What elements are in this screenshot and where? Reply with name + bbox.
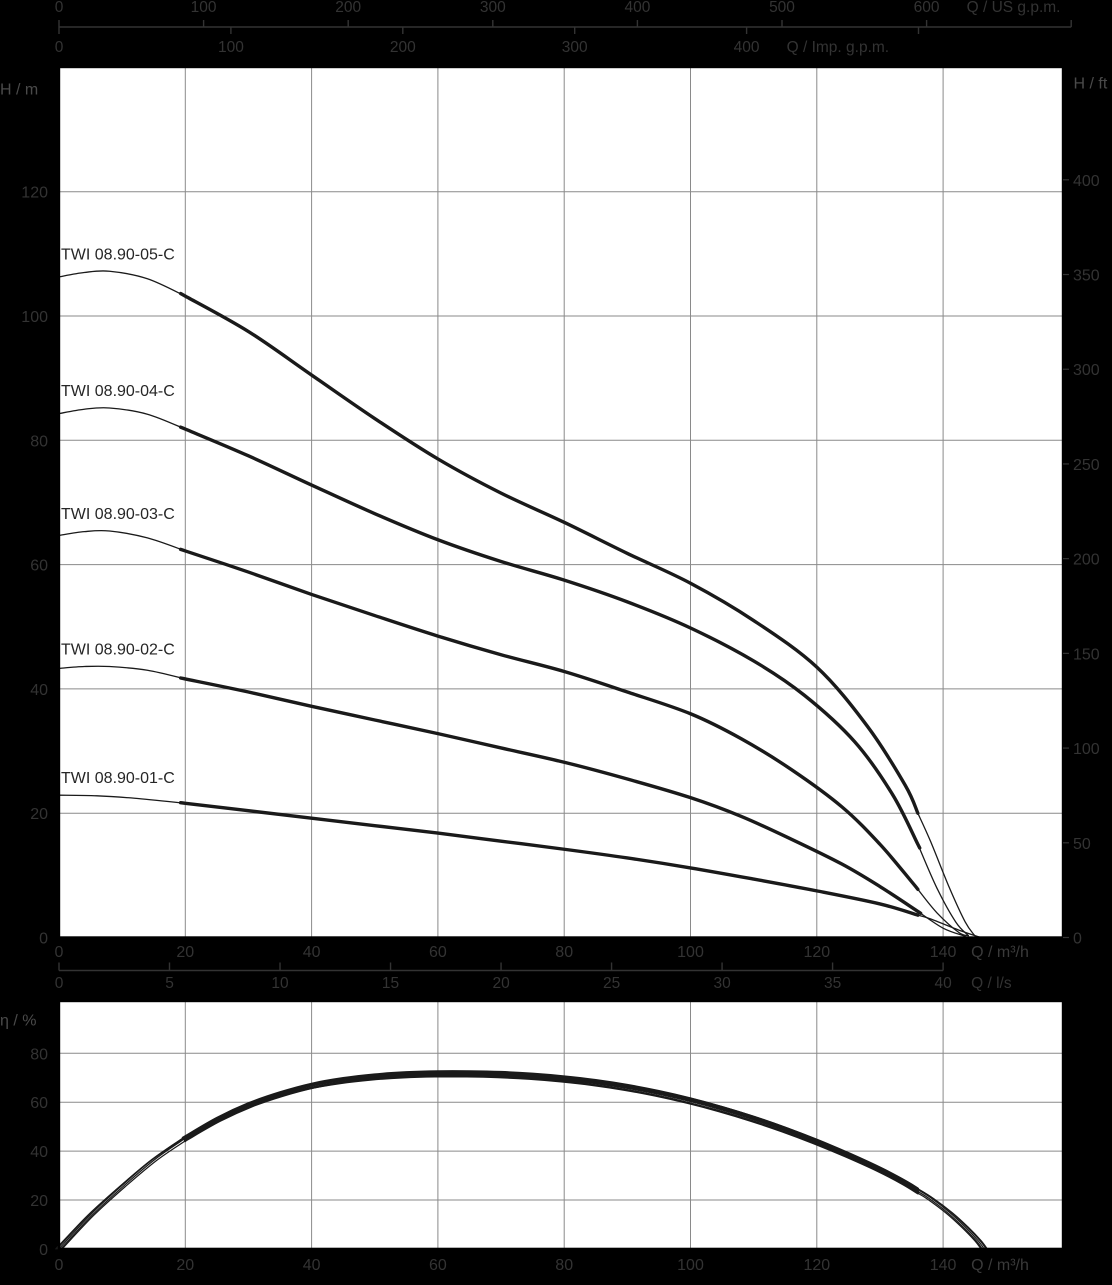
svg-text:40: 40 bbox=[934, 975, 952, 992]
svg-text:250: 250 bbox=[1073, 457, 1100, 474]
svg-text:TWI 08.90-03-C: TWI 08.90-03-C bbox=[61, 506, 175, 523]
svg-text:20: 20 bbox=[30, 806, 48, 823]
svg-text:120: 120 bbox=[803, 944, 830, 961]
svg-text:80: 80 bbox=[30, 1046, 48, 1063]
svg-text:TWI 08.90-04-C: TWI 08.90-04-C bbox=[61, 383, 175, 400]
svg-text:60: 60 bbox=[30, 1095, 48, 1112]
svg-text:120: 120 bbox=[21, 185, 48, 202]
svg-text:Q / Imp. g.p.m.: Q / Imp. g.p.m. bbox=[787, 39, 890, 56]
svg-text:100: 100 bbox=[677, 944, 704, 961]
svg-text:0: 0 bbox=[55, 944, 64, 961]
svg-text:80: 80 bbox=[555, 944, 573, 961]
svg-text:TWI 08.90-02-C: TWI 08.90-02-C bbox=[61, 642, 175, 659]
svg-text:40: 40 bbox=[30, 682, 48, 699]
svg-text:80: 80 bbox=[30, 433, 48, 450]
svg-text:0: 0 bbox=[55, 0, 64, 16]
svg-text:15: 15 bbox=[382, 975, 399, 992]
svg-text:400: 400 bbox=[1073, 173, 1100, 190]
svg-text:0: 0 bbox=[1073, 931, 1082, 948]
svg-text:Q / US g.p.m.: Q / US g.p.m. bbox=[967, 0, 1061, 16]
svg-text:H / m: H / m bbox=[0, 82, 38, 99]
svg-text:40: 40 bbox=[303, 1257, 321, 1274]
svg-text:100: 100 bbox=[191, 0, 217, 16]
svg-text:5: 5 bbox=[165, 975, 174, 992]
svg-text:20: 20 bbox=[176, 944, 194, 961]
svg-text:200: 200 bbox=[390, 39, 416, 56]
svg-text:20: 20 bbox=[492, 975, 510, 992]
svg-text:400: 400 bbox=[624, 0, 650, 16]
svg-text:30: 30 bbox=[713, 975, 731, 992]
svg-text:20: 20 bbox=[176, 1257, 194, 1274]
svg-text:η / %: η / % bbox=[0, 1013, 36, 1030]
svg-text:400: 400 bbox=[734, 39, 760, 56]
svg-text:40: 40 bbox=[30, 1144, 48, 1161]
svg-text:Q / m³/h: Q / m³/h bbox=[971, 944, 1029, 961]
svg-text:H / ft: H / ft bbox=[1074, 76, 1108, 93]
svg-text:20: 20 bbox=[30, 1193, 48, 1210]
svg-text:500: 500 bbox=[769, 0, 795, 16]
svg-text:600: 600 bbox=[914, 0, 940, 16]
svg-text:140: 140 bbox=[930, 1257, 957, 1274]
svg-text:140: 140 bbox=[930, 944, 957, 961]
svg-text:60: 60 bbox=[30, 558, 48, 575]
svg-text:120: 120 bbox=[803, 1257, 830, 1274]
svg-text:TWI 08.90-01-C: TWI 08.90-01-C bbox=[61, 770, 175, 787]
svg-text:100: 100 bbox=[218, 39, 244, 56]
svg-text:Q / m³/h: Q / m³/h bbox=[971, 1257, 1029, 1274]
svg-text:40: 40 bbox=[303, 944, 321, 961]
svg-text:300: 300 bbox=[562, 39, 588, 56]
svg-text:Q / l/s: Q / l/s bbox=[971, 975, 1012, 992]
svg-text:60: 60 bbox=[429, 944, 447, 961]
svg-text:0: 0 bbox=[39, 1242, 48, 1259]
svg-text:350: 350 bbox=[1073, 268, 1100, 285]
svg-text:150: 150 bbox=[1073, 646, 1100, 663]
svg-text:80: 80 bbox=[555, 1257, 573, 1274]
svg-text:100: 100 bbox=[21, 309, 48, 326]
svg-text:0: 0 bbox=[55, 1257, 64, 1274]
svg-text:50: 50 bbox=[1073, 836, 1091, 853]
svg-text:10: 10 bbox=[271, 975, 289, 992]
svg-text:300: 300 bbox=[480, 0, 506, 16]
svg-text:200: 200 bbox=[335, 0, 361, 16]
svg-text:25: 25 bbox=[603, 975, 620, 992]
svg-text:TWI 08.90-05-C: TWI 08.90-05-C bbox=[61, 246, 175, 263]
svg-text:60: 60 bbox=[429, 1257, 447, 1274]
svg-text:0: 0 bbox=[55, 975, 64, 992]
svg-text:200: 200 bbox=[1073, 552, 1100, 569]
svg-text:300: 300 bbox=[1073, 362, 1100, 379]
svg-text:0: 0 bbox=[39, 931, 48, 948]
svg-text:100: 100 bbox=[677, 1257, 704, 1274]
svg-text:100: 100 bbox=[1073, 741, 1100, 758]
svg-text:35: 35 bbox=[824, 975, 841, 992]
svg-text:0: 0 bbox=[55, 39, 64, 56]
